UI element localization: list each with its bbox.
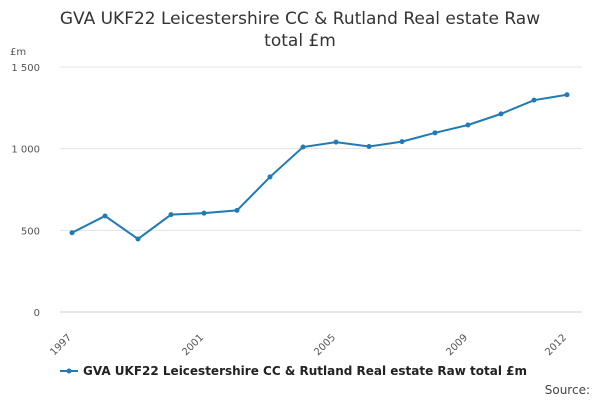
x-tick-label: 1997 — [48, 332, 74, 358]
y-tick-label: 0 — [34, 308, 40, 319]
source-label: Source: — [544, 383, 590, 397]
data-point[interactable] — [399, 139, 405, 145]
grid-lines — [60, 66, 582, 313]
data-point[interactable] — [135, 236, 141, 242]
chart-title-line-2: total £m — [264, 31, 336, 51]
data-point[interactable] — [201, 210, 207, 216]
y-axis-labels: 0 500 1 000 1 500 — [11, 63, 40, 319]
x-tick-label: 2001 — [180, 332, 206, 358]
data-point[interactable] — [531, 97, 537, 103]
series-line-0 — [71, 93, 568, 241]
data-point[interactable] — [234, 207, 240, 213]
data-point[interactable] — [465, 122, 471, 128]
legend[interactable]: GVA UKF22 Leicestershire CC & Rutland Re… — [60, 364, 527, 378]
series — [69, 92, 570, 242]
data-point[interactable] — [432, 130, 438, 136]
x-tick-label: 2012 — [543, 332, 569, 358]
y-tick-label: 500 — [21, 226, 40, 237]
y-axis-label: £m — [10, 47, 26, 58]
data-point[interactable] — [498, 111, 504, 117]
data-point[interactable] — [564, 92, 570, 98]
legend-series-marker — [60, 368, 78, 374]
chart-title: GVA UKF22 Leicestershire CC & Rutland Re… — [0, 8, 600, 52]
x-tick-label: 2005 — [312, 332, 338, 358]
data-point[interactable] — [300, 144, 306, 150]
data-point[interactable] — [102, 213, 108, 219]
x-tick-label: 2009 — [444, 332, 470, 358]
y-tick-label: 1 500 — [11, 63, 40, 74]
data-point[interactable] — [168, 212, 174, 218]
chart-title-line-1: GVA UKF22 Leicestershire CC & Rutland Re… — [59, 9, 541, 29]
data-point[interactable] — [69, 230, 75, 236]
data-point[interactable] — [333, 139, 339, 145]
data-point[interactable] — [366, 144, 372, 150]
data-point[interactable] — [267, 174, 273, 180]
x-axis-labels: 1997 2001 2005 2009 2012 — [48, 332, 569, 358]
legend-series-label: GVA UKF22 Leicestershire CC & Rutland Re… — [83, 364, 527, 378]
y-tick-label: 1 000 — [11, 145, 40, 156]
